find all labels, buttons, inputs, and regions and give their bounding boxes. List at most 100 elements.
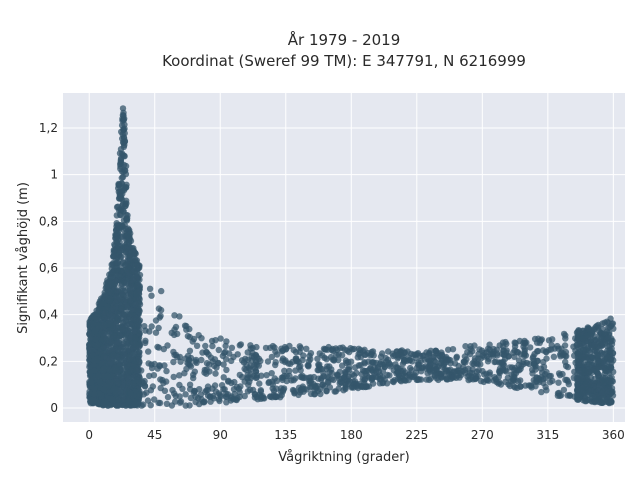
data-point: [119, 135, 126, 142]
data-point: [86, 378, 93, 386]
data-point: [125, 269, 132, 276]
data-point: [144, 397, 152, 404]
data-point: [140, 401, 147, 408]
data-point: [100, 353, 108, 360]
data-point: [95, 373, 103, 380]
data-point: [344, 347, 351, 354]
data-point: [118, 174, 126, 182]
data-point: [269, 342, 277, 350]
data-point: [499, 364, 506, 372]
data-point: [472, 372, 479, 380]
data-point: [333, 351, 340, 359]
data-point: [262, 344, 270, 352]
data-point: [374, 365, 381, 372]
data-point: [252, 351, 259, 359]
data-point: [303, 345, 310, 352]
data-point: [584, 375, 591, 382]
data-point: [118, 128, 125, 135]
data-point: [171, 312, 178, 319]
data-point: [339, 344, 346, 351]
data-point: [118, 290, 126, 297]
data-point: [115, 379, 122, 387]
data-point: [555, 370, 563, 377]
data-point: [295, 391, 302, 399]
data-point: [402, 377, 409, 384]
y-tick-label: 1: [50, 168, 58, 182]
data-point: [575, 359, 582, 366]
data-point: [118, 305, 125, 312]
data-point: [220, 361, 227, 368]
data-point: [124, 374, 131, 381]
data-point: [546, 379, 554, 386]
data-point: [251, 362, 258, 369]
x-tick-label: 135: [274, 428, 297, 442]
data-point: [116, 181, 123, 188]
data-point: [145, 348, 152, 355]
data-point: [159, 376, 166, 384]
data-point: [462, 343, 469, 350]
data-point: [577, 330, 584, 337]
data-point: [246, 378, 253, 385]
data-point: [573, 392, 581, 399]
data-point: [405, 371, 412, 379]
data-point: [190, 374, 197, 382]
data-point: [477, 377, 485, 385]
data-point: [597, 399, 604, 406]
data-point: [100, 334, 108, 342]
data-point: [532, 378, 539, 385]
data-point: [217, 393, 224, 400]
data-point: [134, 294, 142, 301]
data-point: [268, 370, 275, 377]
x-tick-label: 0: [85, 428, 93, 442]
y-axis-label: Signifikant våghöjd (m): [16, 182, 31, 334]
data-point: [115, 402, 122, 409]
data-point: [127, 237, 135, 245]
data-point: [344, 358, 352, 366]
data-point: [274, 351, 281, 358]
data-point: [540, 358, 547, 366]
data-point: [130, 275, 137, 283]
data-point: [467, 343, 474, 350]
data-point: [529, 355, 536, 362]
data-point: [450, 374, 458, 381]
data-point: [146, 328, 153, 335]
data-point: [574, 377, 582, 385]
data-point: [506, 364, 514, 371]
data-point: [484, 376, 491, 384]
data-point: [588, 343, 596, 350]
data-point: [107, 359, 115, 366]
data-point: [196, 400, 203, 408]
data-point: [492, 358, 499, 365]
data-point: [125, 398, 132, 405]
data-point: [186, 402, 193, 409]
data-point: [192, 358, 199, 365]
data-point: [449, 346, 457, 353]
data-point: [127, 297, 134, 305]
data-point: [363, 383, 370, 390]
data-point: [86, 341, 93, 348]
data-point: [307, 384, 314, 391]
data-point: [555, 379, 562, 386]
data-point: [554, 342, 561, 350]
data-point: [427, 347, 434, 354]
data-point: [207, 398, 214, 405]
data-point: [521, 337, 528, 345]
data-point: [117, 345, 125, 353]
data-point: [112, 232, 120, 239]
data-point: [256, 380, 263, 387]
data-point: [550, 353, 558, 360]
data-point: [100, 344, 107, 351]
data-point: [116, 311, 123, 319]
data-point: [319, 381, 326, 389]
data-point: [149, 383, 157, 390]
data-point: [523, 359, 530, 367]
data-point: [201, 398, 208, 405]
data-point: [267, 393, 274, 400]
data-point: [571, 352, 578, 359]
data-point: [112, 345, 120, 353]
data-point: [105, 381, 113, 389]
data-point: [357, 362, 364, 369]
chart-title: År 1979 - 2019: [288, 30, 401, 49]
x-axis-ticks: 0 45 90 135 180 225 270 315 360: [85, 428, 624, 442]
